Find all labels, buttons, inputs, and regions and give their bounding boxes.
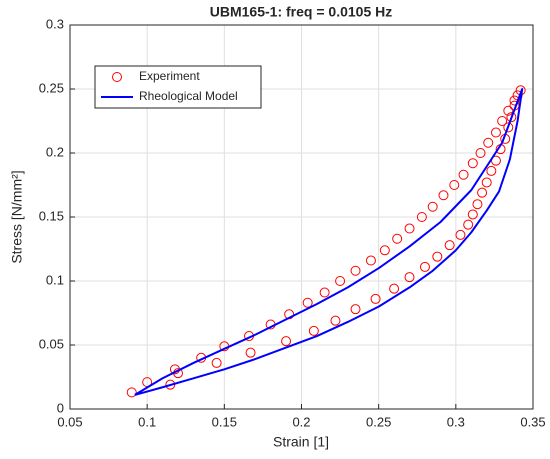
data-point — [438, 190, 449, 201]
x-axis-label: Strain [1] — [273, 434, 329, 450]
axes-box — [69, 24, 534, 410]
chart-title: UBM165-1: freq = 0.0105 Hz — [210, 4, 392, 20]
data-point — [335, 276, 346, 286]
y-axis-label: Stress [N/mm²] — [9, 170, 25, 263]
x-tick-label: 0.2 — [292, 414, 310, 429]
legend-box — [94, 65, 262, 109]
data-line — [134, 88, 524, 396]
data-point — [509, 95, 520, 106]
legend-label: Experiment — [139, 69, 200, 83]
x-tick-label: 0.35 — [520, 414, 545, 429]
data-point — [404, 272, 415, 283]
x-tick-label: 0.15 — [212, 414, 237, 429]
data-point — [379, 245, 390, 256]
y-tick-label: 0.15 — [39, 208, 64, 223]
x-tick-label: 0.3 — [447, 414, 465, 429]
data-point — [467, 158, 478, 169]
data-point — [370, 293, 381, 304]
x-tick-label: 0.1 — [138, 414, 156, 429]
data-point — [455, 229, 466, 240]
data-point — [477, 187, 488, 198]
y-tick-label: 0 — [57, 400, 64, 415]
data-point — [503, 105, 514, 116]
x-tick-label: 0.05 — [57, 414, 82, 429]
data-point — [126, 387, 137, 398]
y-tick-label: 0.2 — [46, 144, 64, 159]
data-point — [472, 199, 483, 210]
data-point — [463, 219, 474, 230]
y-tick-label: 0.05 — [39, 336, 64, 351]
data-point — [449, 180, 460, 190]
y-tick-label: 0.25 — [39, 80, 64, 95]
legend: Experiment Rheological Model — [94, 65, 262, 109]
data-point — [302, 297, 313, 308]
y-tick-label: 0.3 — [46, 16, 64, 31]
data-point — [211, 357, 222, 368]
data-point — [419, 261, 430, 272]
data-point — [483, 137, 494, 148]
y-tick-label: 0.1 — [46, 272, 64, 287]
data-point — [444, 240, 455, 251]
data-point — [467, 209, 478, 220]
data-point — [319, 287, 330, 298]
data-point — [432, 251, 443, 262]
data-point — [486, 165, 497, 176]
data-point — [458, 169, 469, 180]
data-point — [475, 148, 486, 158]
data-point — [392, 233, 403, 244]
data-point — [490, 127, 501, 138]
data-point — [389, 283, 400, 294]
legend-label: Rheological Model — [139, 89, 238, 103]
data-point — [308, 325, 319, 336]
x-tick-label: 0.25 — [366, 414, 391, 429]
data-point — [281, 336, 292, 347]
data-point — [404, 223, 415, 234]
data-point — [350, 265, 361, 276]
data-point — [330, 315, 341, 326]
data-point — [503, 122, 514, 133]
data-point — [427, 201, 438, 212]
legend-symbol — [112, 72, 122, 82]
data-point — [350, 304, 361, 315]
data-point — [245, 347, 256, 358]
data-point — [365, 255, 376, 266]
data-point — [506, 112, 517, 123]
data-point — [416, 212, 427, 222]
data-point — [481, 177, 492, 188]
data-point — [497, 116, 508, 126]
